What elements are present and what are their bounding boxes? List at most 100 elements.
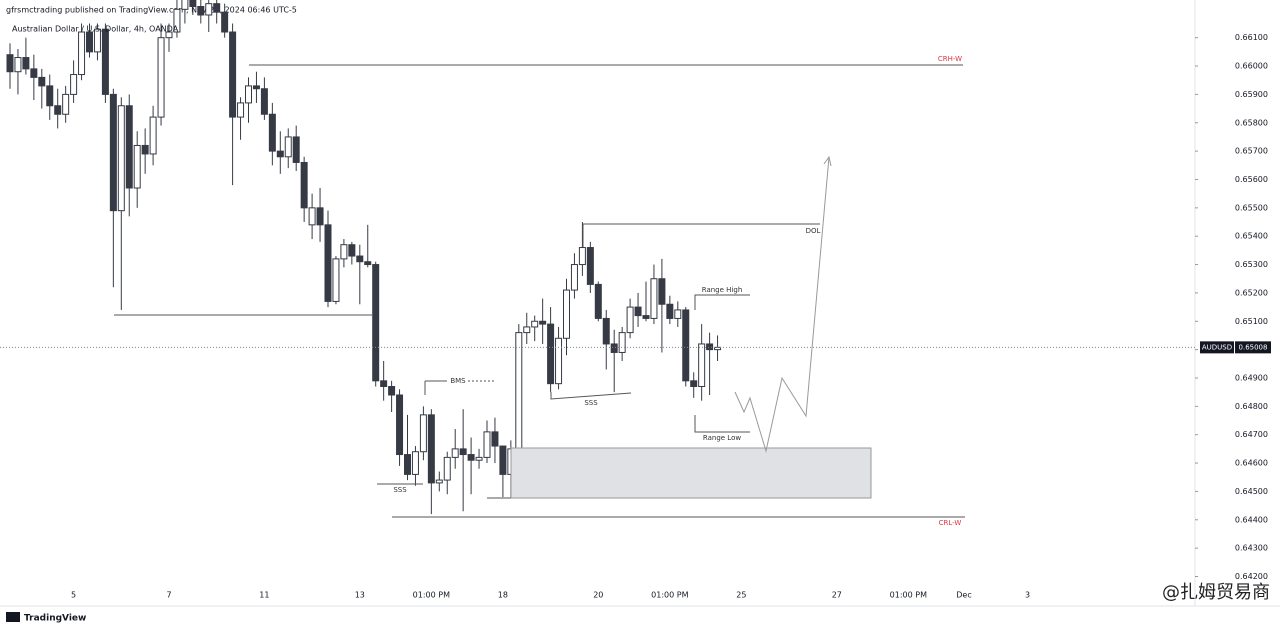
y-tick-label: 0.65600 <box>1235 175 1268 184</box>
candle-body <box>78 31 86 76</box>
candle-body <box>396 394 404 456</box>
logo <box>6 612 20 622</box>
x-tick-label: Dec <box>956 591 971 600</box>
candle-body <box>419 414 427 453</box>
candle-body <box>181 0 189 10</box>
candle-body <box>332 258 340 302</box>
y-tick-label: 0.65200 <box>1235 288 1268 297</box>
candle-body <box>435 479 443 484</box>
annotation: DOL <box>806 227 821 235</box>
candle-body <box>372 264 380 382</box>
candle-body <box>563 289 570 339</box>
candle-body <box>547 323 555 385</box>
arrow-head <box>823 155 832 167</box>
candle-body <box>93 28 101 53</box>
y-tick-label: 0.64400 <box>1235 515 1268 524</box>
x-tick-label: 18 <box>498 591 508 600</box>
candle-body <box>109 93 117 212</box>
x-tick-label: 7 <box>166 591 171 600</box>
candle-body <box>531 320 539 328</box>
candle-body <box>626 306 634 334</box>
y-tick-label: 0.66100 <box>1235 33 1268 42</box>
annotation: CRH-W <box>938 55 962 63</box>
candle-body <box>658 278 666 305</box>
candle-body <box>245 85 252 104</box>
candle-body <box>213 3 221 13</box>
y-tick-label: 0.65500 <box>1235 203 1268 212</box>
candle-body <box>364 261 372 266</box>
candle-body <box>515 332 523 450</box>
candle-body <box>491 431 499 447</box>
candle-body <box>292 136 300 163</box>
candle-body <box>316 207 324 226</box>
annotation: Range Low <box>703 434 741 442</box>
candle-body <box>276 150 284 158</box>
candle-body <box>101 28 109 95</box>
y-tick-label: 0.65700 <box>1235 147 1268 156</box>
candle-body <box>650 278 658 319</box>
candle-body <box>229 31 237 118</box>
candle-body <box>690 380 698 387</box>
candle-body <box>570 264 578 291</box>
y-tick-label: 0.64500 <box>1235 487 1268 496</box>
price-tag-text: 0.65008 <box>1239 343 1268 351</box>
y-tick-label: 0.64700 <box>1235 430 1268 439</box>
candle-body <box>340 244 348 260</box>
annotation: Range High <box>702 286 743 294</box>
candle-body <box>30 68 38 78</box>
x-tick-label: 01:00 PM <box>413 591 450 600</box>
candle-body <box>189 0 197 7</box>
zone <box>510 447 872 499</box>
y-tick-label: 0.65300 <box>1235 260 1268 269</box>
candle-body <box>125 105 133 189</box>
y-tick-label: 0.64600 <box>1235 459 1268 468</box>
candle-body <box>404 454 411 475</box>
y-tick-label: 0.64200 <box>1235 572 1268 581</box>
candle-body <box>610 343 618 353</box>
candle-body <box>348 244 356 257</box>
candle-body <box>634 306 642 317</box>
candle-body <box>674 309 682 319</box>
brand: TradingView <box>24 614 86 624</box>
x-tick-label: 01:00 PM <box>890 591 927 600</box>
candle-body <box>14 57 22 73</box>
candle-body <box>308 207 316 226</box>
candle-body <box>205 3 213 16</box>
candle-body <box>586 247 594 285</box>
candle-body <box>141 144 149 155</box>
y-tick-label: 0.65900 <box>1235 90 1268 99</box>
candle-body <box>46 85 54 107</box>
candle-body <box>642 315 650 319</box>
candle-body <box>38 76 46 87</box>
candle-body <box>388 385 396 396</box>
y-tick-label: 0.65400 <box>1235 232 1268 241</box>
x-tick-label: 27 <box>832 591 842 600</box>
candle-body <box>133 144 141 189</box>
candle-body <box>539 320 547 325</box>
x-tick-label: 25 <box>736 591 746 600</box>
candle-body <box>483 431 491 458</box>
price-tag-name-text: AUDUSD <box>1202 343 1232 351</box>
candle-body <box>324 224 332 302</box>
symbol-title: Australian Dollar / U.S. Dollar, 4h, OAN… <box>12 25 179 34</box>
x-tick-label: 01:00 PM <box>651 591 688 600</box>
candle-body <box>459 448 467 456</box>
candle-body <box>618 332 626 353</box>
candle-body <box>467 454 475 461</box>
candle-body <box>86 31 93 53</box>
candle-body <box>666 303 674 319</box>
candle-body <box>6 54 14 73</box>
annotation: BMS <box>450 377 466 385</box>
candle-body <box>602 317 610 345</box>
candle-body <box>260 88 268 115</box>
y-tick-label: 0.64900 <box>1235 373 1268 382</box>
candle-body <box>22 57 30 70</box>
candle-body <box>237 102 245 118</box>
price-tag-name <box>1200 341 1234 354</box>
candle-body <box>443 456 451 481</box>
y-tick-label: 0.65100 <box>1235 317 1268 326</box>
candle-body <box>380 380 388 387</box>
y-tick-label: 0.64300 <box>1235 544 1268 553</box>
projection <box>734 156 830 453</box>
